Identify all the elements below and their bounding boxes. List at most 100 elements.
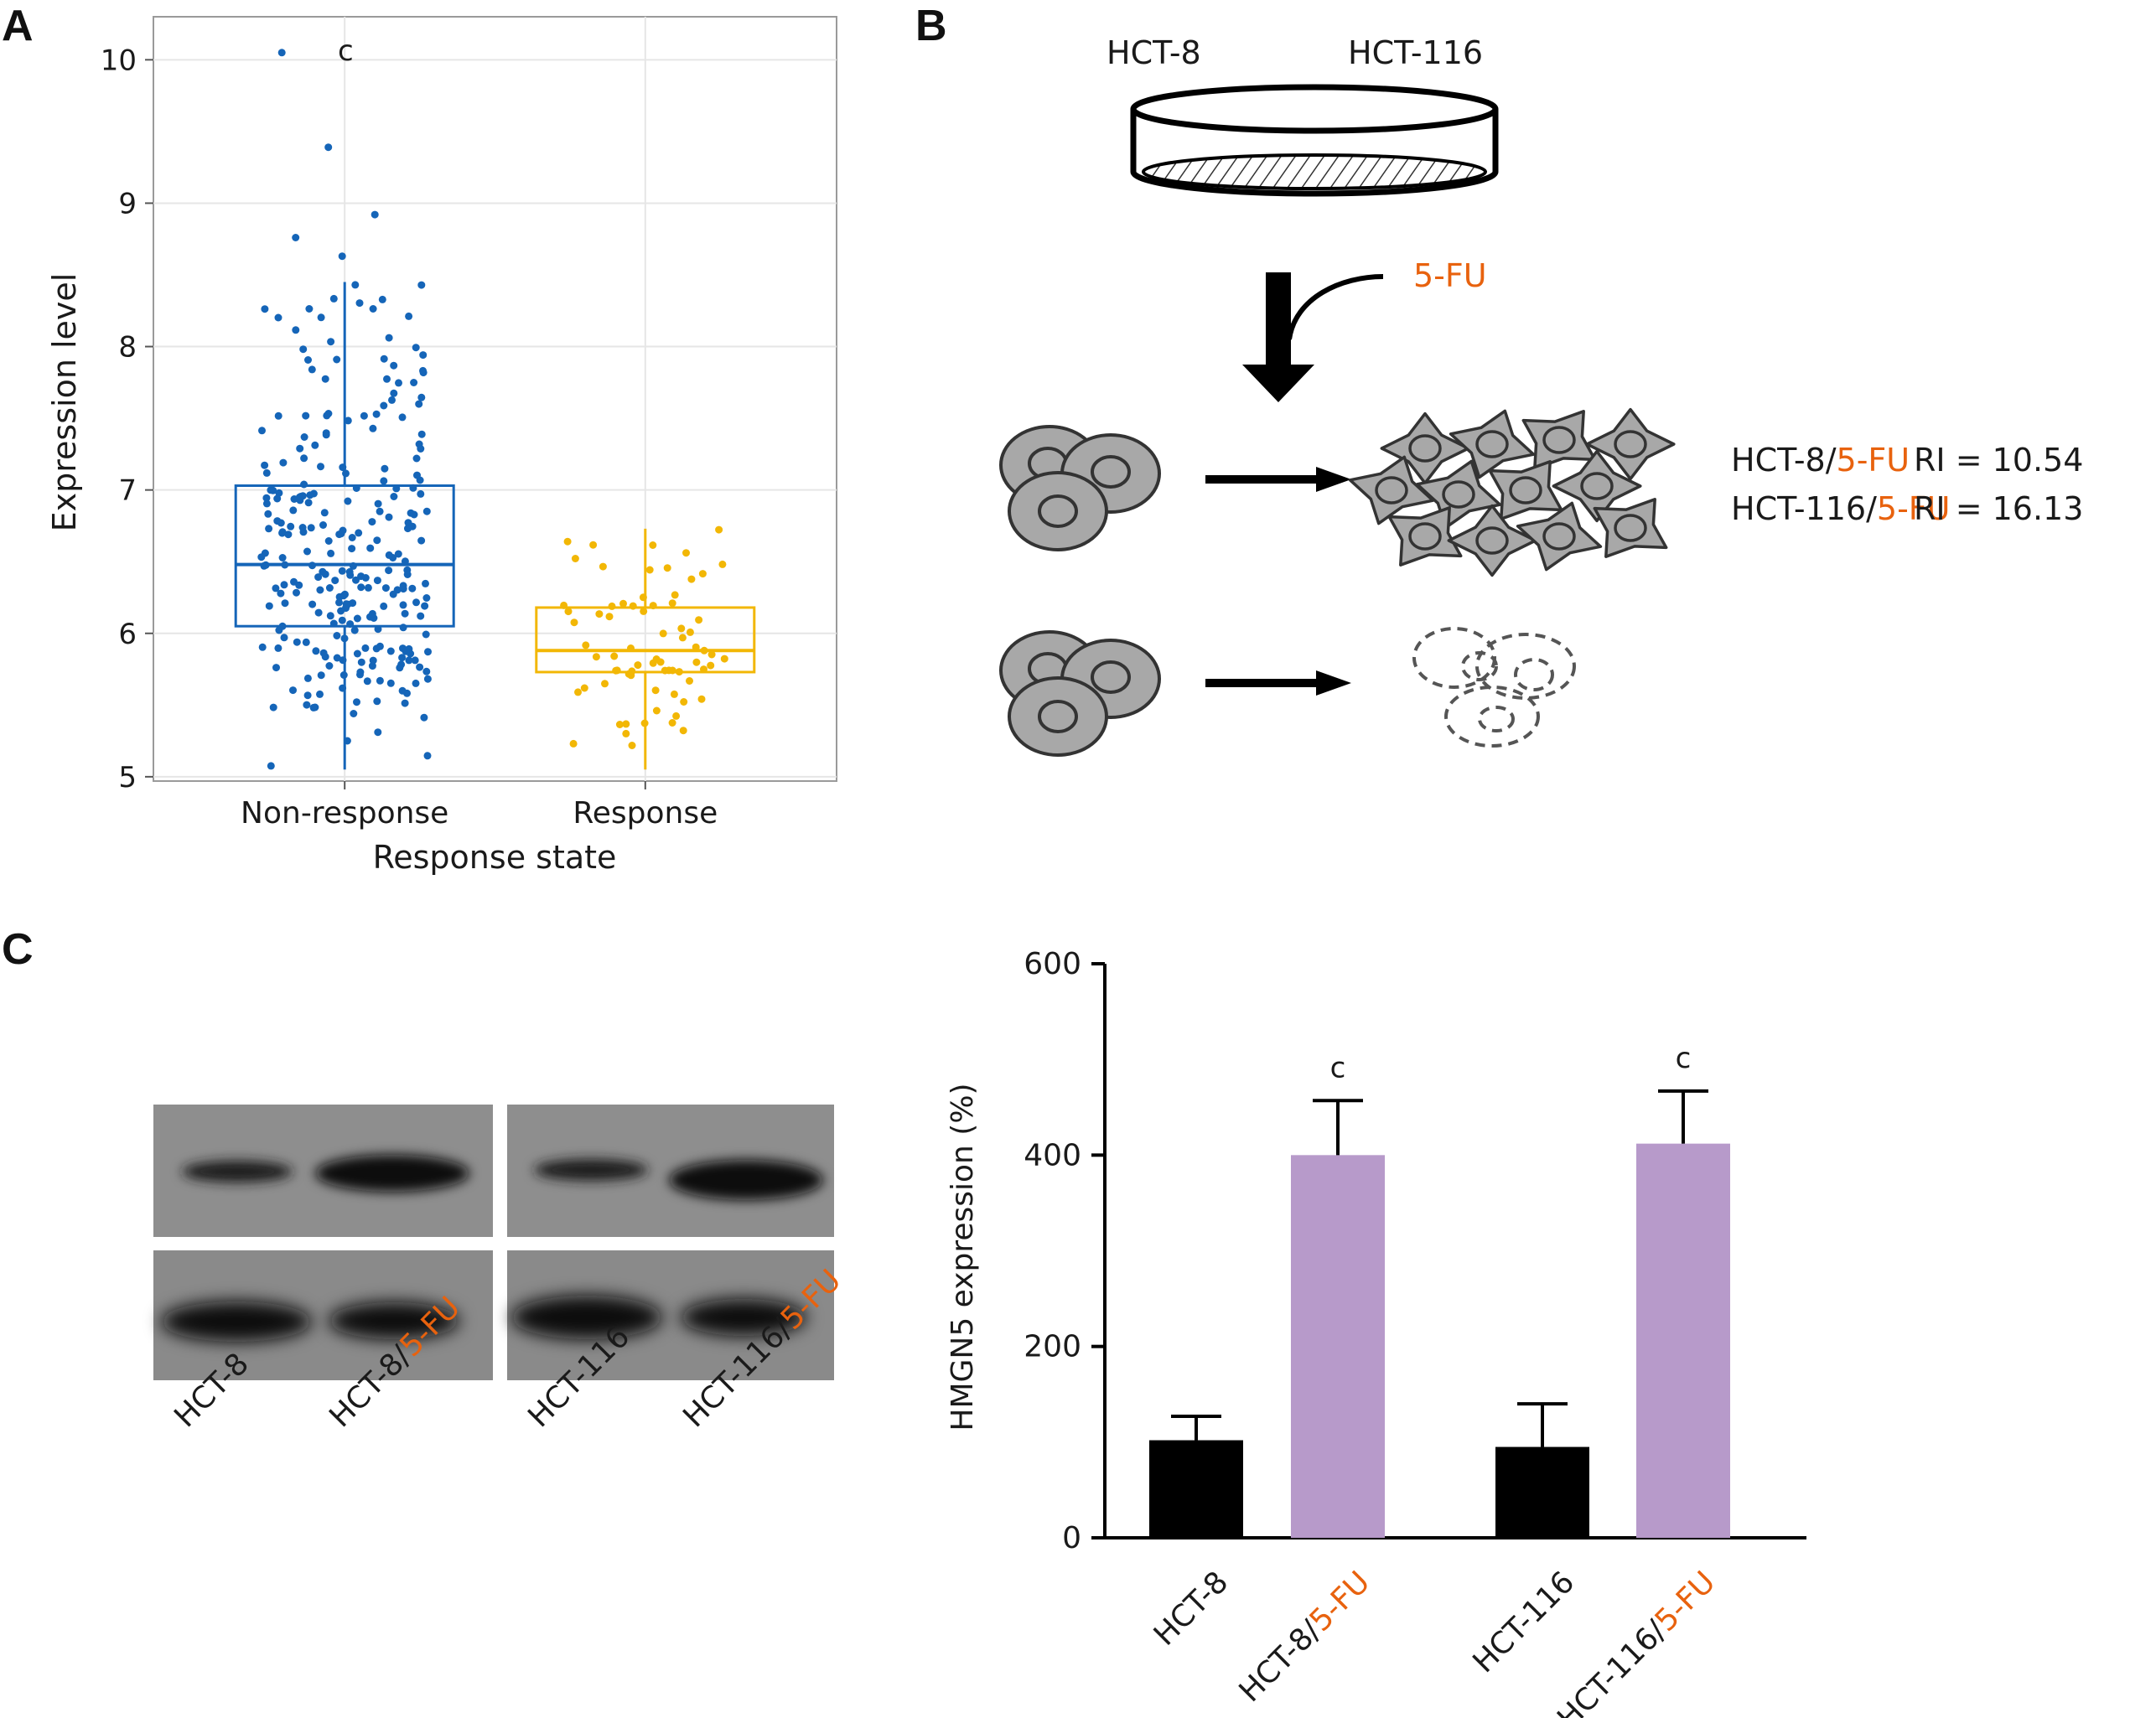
data-point: [417, 612, 425, 620]
data-point: [302, 638, 310, 646]
data-point: [388, 396, 396, 404]
data-point: [380, 354, 388, 363]
panel-b-diagram: HCT-8 HCT-116 5-FU: [999, 34, 2083, 757]
data-point: [677, 624, 686, 633]
data-point: [327, 338, 335, 346]
cell-nucleus-icon: [1509, 476, 1542, 505]
data-point: [258, 643, 267, 651]
data-point: [277, 589, 285, 598]
y-tick-label: 5: [118, 761, 137, 794]
data-point: [687, 575, 696, 583]
cell-nucleus-icon: [1408, 434, 1442, 463]
data-point: [417, 445, 425, 453]
data-point: [408, 522, 417, 530]
data-point: [261, 461, 269, 469]
data-point: [389, 590, 397, 598]
data-point: [326, 612, 334, 620]
data-point: [417, 393, 426, 401]
data-point: [610, 652, 619, 660]
x-ticks-a: Non-response Response: [241, 781, 718, 831]
cell-cluster-icon-top: [999, 425, 1161, 551]
data-point: [352, 484, 360, 492]
data-point: [390, 361, 398, 370]
data-point: [368, 518, 376, 526]
data-point: [422, 594, 431, 602]
data-point: [320, 509, 329, 517]
data-point: [417, 489, 425, 498]
data-point: [707, 650, 716, 659]
data-point: [378, 295, 386, 303]
data-point: [679, 727, 687, 735]
data-point: [321, 570, 329, 578]
data-point: [325, 584, 334, 592]
data-point: [692, 658, 701, 666]
data-point: [274, 313, 282, 322]
data-point: [413, 471, 421, 479]
data-point: [385, 567, 393, 575]
data-point: [366, 544, 375, 552]
data-point: [615, 721, 624, 728]
data-point: [411, 656, 419, 665]
data-point: [356, 670, 364, 679]
outlier-point: [277, 49, 286, 57]
blot-band: [161, 1301, 312, 1342]
data-point: [700, 646, 708, 655]
data-point: [361, 574, 370, 582]
x-axis-label-a: Response state: [373, 839, 617, 876]
data-point: [396, 664, 404, 672]
y-tick-label: 9: [118, 187, 137, 220]
data-point: [333, 654, 341, 662]
data-point: [715, 525, 723, 534]
bar-group: [1495, 1402, 1589, 1538]
data-point: [415, 400, 423, 408]
cell-nucleus-icon: [1475, 430, 1509, 458]
data-point: [369, 424, 377, 432]
treatment-arrow-icon: [1242, 272, 1384, 402]
data-point: [269, 703, 277, 712]
data-point: [421, 602, 429, 610]
bar-group: c: [1636, 1042, 1730, 1538]
points-response: [560, 525, 728, 749]
data-point: [298, 492, 307, 500]
data-point: [686, 628, 694, 636]
data-point: [563, 537, 572, 546]
data-point: [323, 411, 331, 420]
data-point: [622, 729, 630, 737]
data-point: [398, 654, 407, 662]
data-point: [608, 602, 616, 610]
data-point: [417, 536, 426, 545]
data-point: [383, 375, 391, 383]
data-point: [346, 571, 355, 579]
data-point: [368, 609, 376, 618]
data-point: [316, 690, 324, 698]
data-point: [312, 647, 320, 655]
data-point: [422, 507, 431, 515]
points-a: [257, 49, 728, 770]
data-point: [661, 666, 669, 675]
data-point: [333, 355, 341, 364]
data-point: [401, 557, 409, 566]
data-point: [718, 560, 727, 568]
data-point: [412, 598, 420, 607]
data-point: [339, 671, 348, 679]
ri-value-hct116: RI = 16.13: [1914, 490, 2083, 527]
data-point: [592, 653, 600, 661]
data-point: [399, 582, 407, 590]
data-point: [386, 647, 395, 655]
data-point: [351, 281, 360, 289]
y-tick-label: 6: [118, 618, 137, 651]
significance-mark-a: c: [338, 34, 354, 68]
data-point: [305, 305, 314, 313]
data-point: [308, 561, 316, 570]
petri-dish-icon: [1130, 84, 1499, 197]
data-point: [257, 553, 266, 561]
data-point: [339, 656, 347, 665]
data-point: [333, 632, 341, 639]
blot-band: [315, 1155, 469, 1192]
data-point: [353, 698, 360, 706]
data-point: [380, 602, 388, 610]
data-point: [410, 379, 418, 386]
data-point: [410, 510, 418, 519]
